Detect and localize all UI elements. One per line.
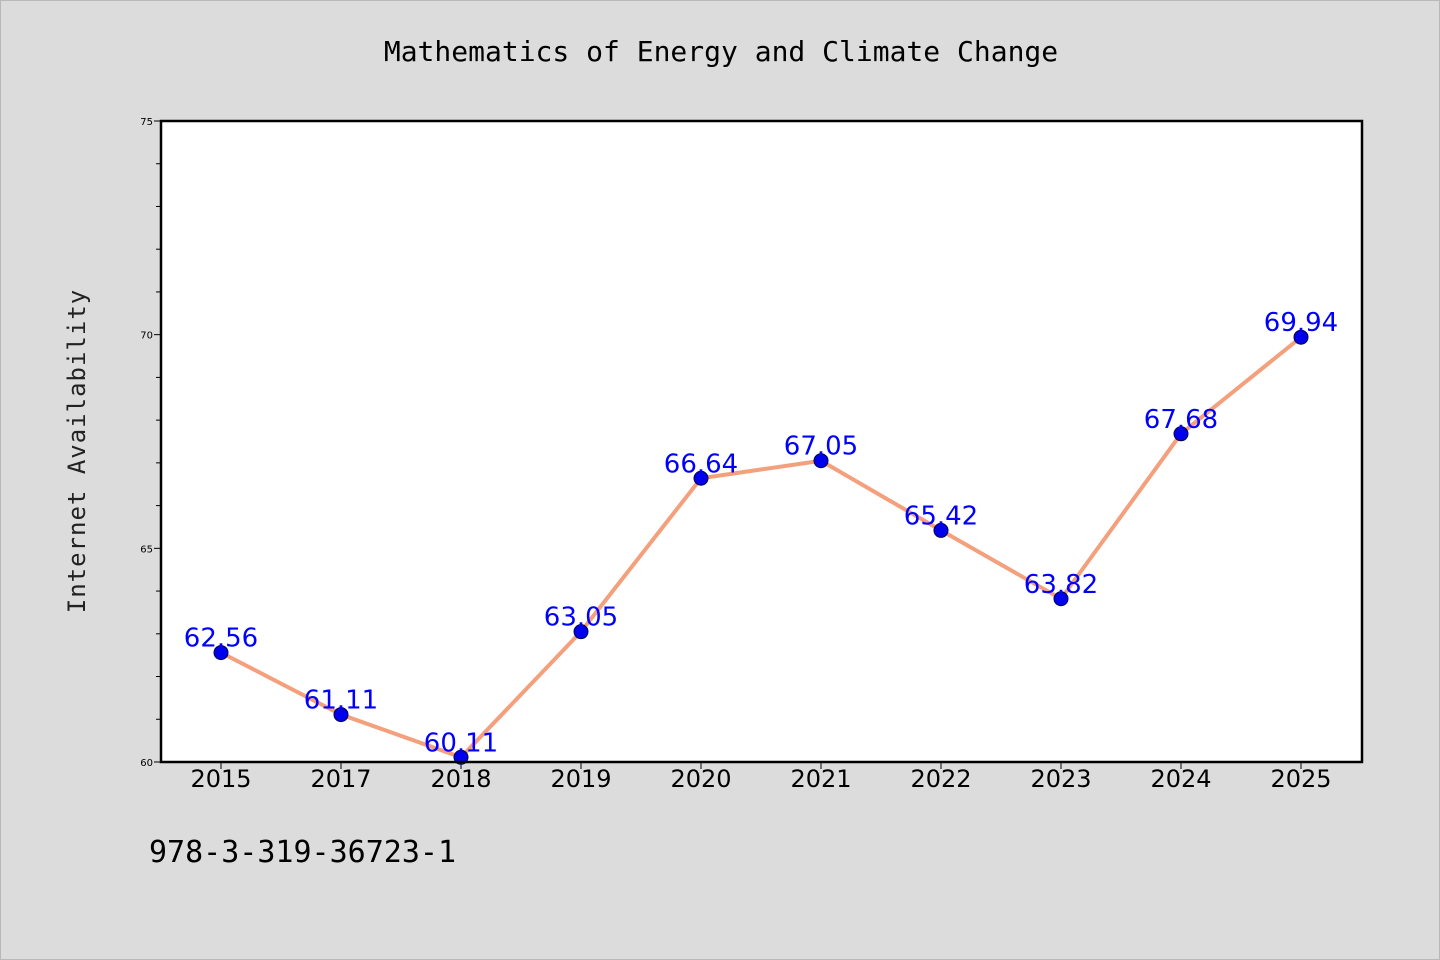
x-tick-label: 2021: [790, 765, 851, 793]
data-label: 65.42: [904, 501, 978, 531]
x-tick-label: 2018: [430, 765, 491, 793]
y-tick-label: 65: [140, 544, 153, 555]
data-label: 69.94: [1264, 308, 1338, 338]
data-point: [933, 522, 949, 538]
x-tick-label: 2023: [1030, 765, 1091, 793]
data-label: 61.11: [304, 686, 378, 716]
y-tick-label: 60: [140, 758, 153, 769]
series-line: [219, 335, 1303, 760]
data-point: [333, 707, 349, 723]
data-point: [213, 645, 229, 661]
data-label: 66.64: [664, 449, 738, 479]
x-tick-label: 2017: [310, 765, 371, 793]
y-tick-label: 70: [140, 331, 153, 342]
data-point: [813, 453, 829, 469]
data-label: 63.82: [1024, 570, 1098, 600]
data-label: 67.05: [784, 432, 858, 462]
data-point: [693, 470, 709, 486]
chart-title: Mathematics of Energy and Climate Change: [383, 35, 1059, 68]
data-point: [1293, 329, 1309, 345]
x-tick-label: 2019: [550, 765, 611, 793]
data-label: 62.56: [184, 624, 258, 654]
data-point: [1053, 591, 1069, 607]
data-label: 60.11: [424, 728, 498, 758]
x-tick-label: 2020: [670, 765, 731, 793]
x-tick-label: 2015: [190, 765, 251, 793]
data-point: [573, 624, 589, 640]
x-tick-label: 2025: [1270, 765, 1331, 793]
data-label: 67.68: [1144, 405, 1218, 435]
plot-frame: [159, 119, 1364, 764]
data-point: [1173, 426, 1189, 442]
x-tick-label: 2022: [910, 765, 971, 793]
y-tick-label: 75: [140, 117, 153, 128]
plot-area: [161, 121, 1362, 762]
x-tick-label: 2024: [1150, 765, 1211, 793]
data-label: 63.05: [544, 603, 618, 633]
isbn-text: 978-3-319-36723-1: [149, 835, 457, 870]
